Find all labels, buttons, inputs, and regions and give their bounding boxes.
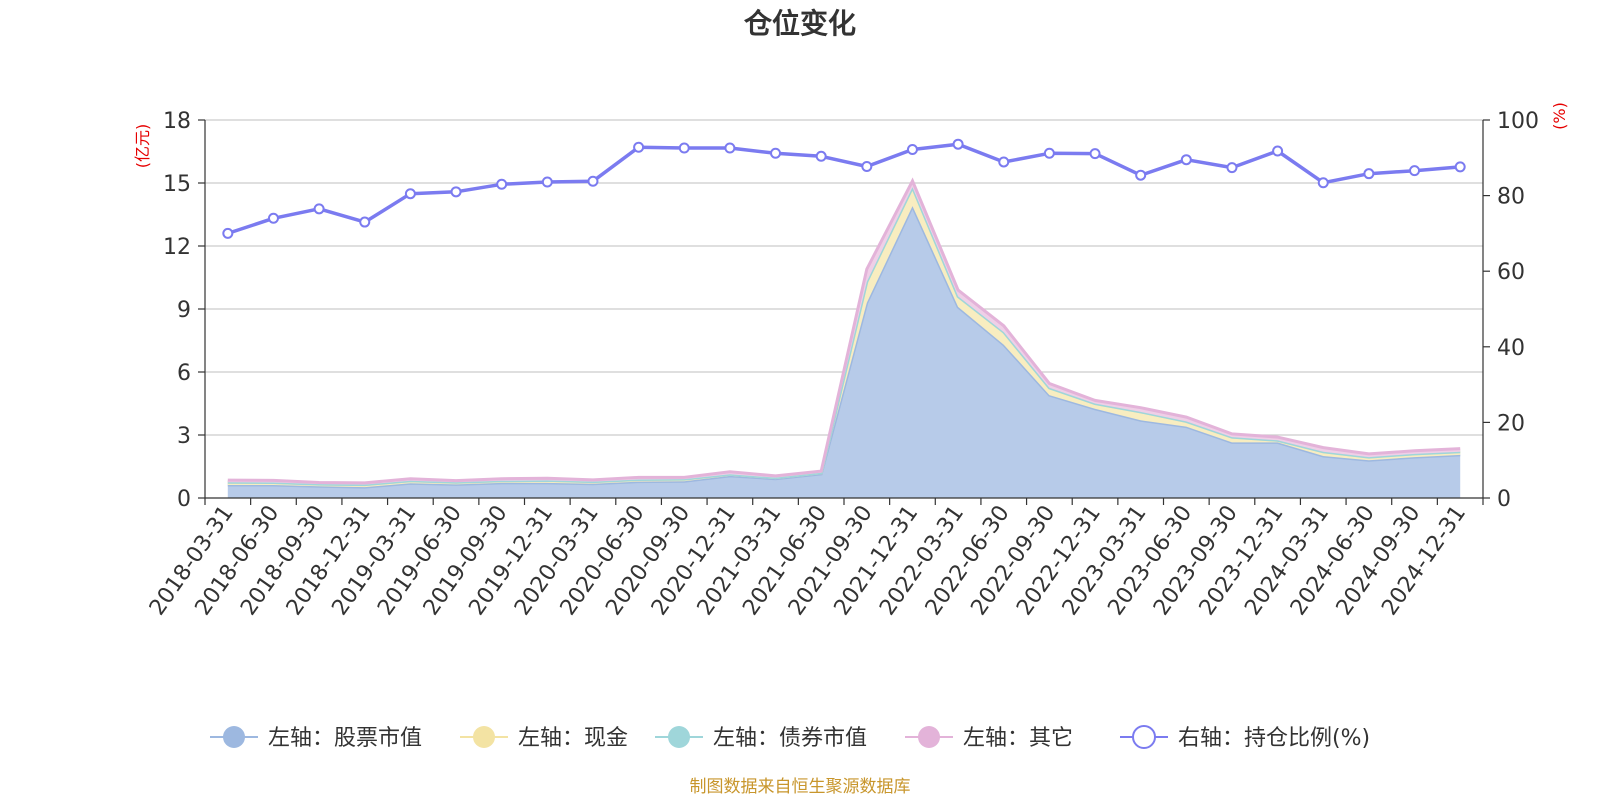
legend-label: 左轴：股票市值	[268, 726, 422, 751]
ratio-point	[450, 186, 462, 198]
legend-marker	[1132, 725, 1156, 749]
legend-label: 右轴：持仓比例(%)	[1178, 726, 1370, 751]
left-tick-label: 12	[163, 235, 191, 260]
right-tick-label: 60	[1497, 260, 1525, 285]
ratio-line	[227, 142, 1461, 236]
ratio-point	[1454, 161, 1466, 173]
ratio-point	[359, 216, 371, 228]
left-axis-unit: (亿元)	[133, 124, 152, 169]
legend-item: 右轴：持仓比例(%)	[1120, 725, 1370, 751]
ratio-point	[1226, 162, 1238, 174]
ratio-point	[267, 212, 279, 224]
ratio-point	[1317, 177, 1329, 189]
legend-marker	[223, 726, 245, 748]
source-note: 制图数据来自恒生聚源数据库	[690, 777, 911, 797]
ratio-point	[1363, 168, 1375, 180]
legend-marker	[918, 726, 940, 748]
legend-marker	[473, 726, 495, 748]
ratio-point	[1409, 165, 1421, 177]
ratio-point	[1043, 147, 1055, 159]
legend-item: 左轴：债券市值	[655, 726, 867, 751]
ratio-point	[952, 138, 964, 150]
left-tick-label: 9	[177, 298, 191, 323]
right-tick-label: 80	[1497, 185, 1525, 210]
right-tick-label: 40	[1497, 336, 1525, 361]
area-layers	[227, 177, 1461, 498]
legend-marker	[668, 726, 690, 748]
area-series-1	[227, 187, 1461, 488]
chart-title: 仓位变化	[744, 7, 856, 40]
left-tick-label: 3	[177, 424, 191, 449]
ratio-point	[861, 160, 873, 172]
ratio-point	[1180, 154, 1192, 166]
left-tick-label: 0	[177, 487, 191, 512]
area-series-0	[227, 206, 1461, 498]
ratio-point	[633, 141, 645, 153]
ratio-point	[1135, 169, 1147, 181]
ratio-line-layer	[222, 138, 1466, 239]
legend-label: 左轴：现金	[518, 726, 628, 751]
legend: 左轴：股票市值 左轴：现金 左轴：债券市值 左轴：其它 右轴：持仓比例(%)	[210, 725, 1370, 751]
legend-item: 左轴：股票市值	[210, 726, 422, 751]
right-tick-label: 20	[1497, 411, 1525, 436]
gridlines	[205, 119, 1483, 436]
ratio-point	[998, 156, 1010, 168]
ratio-point	[770, 147, 782, 159]
left-tick-label: 18	[163, 109, 191, 134]
left-tick-label: 6	[177, 361, 191, 386]
ratio-point	[1089, 148, 1101, 160]
right-tick-label: 100	[1497, 109, 1539, 134]
right-axis-unit: (%)	[1550, 102, 1569, 130]
ratio-point	[496, 178, 508, 190]
ratio-point	[906, 143, 918, 155]
legend-label: 左轴：债券市值	[713, 726, 867, 751]
ratio-point	[815, 150, 827, 162]
ratio-point	[222, 227, 234, 239]
legend-item: 左轴：其它	[905, 726, 1073, 751]
legend-item: 左轴：现金	[460, 726, 628, 751]
area-edge-series-3	[227, 177, 1461, 485]
right-tick-label: 0	[1497, 487, 1511, 512]
ratio-point	[313, 203, 325, 215]
left-tick-label: 15	[163, 172, 191, 197]
ratio-point	[587, 175, 599, 187]
ratio-point	[678, 142, 690, 154]
legend-label: 左轴：其它	[963, 726, 1073, 751]
ratio-point	[1272, 145, 1284, 157]
ratio-point	[541, 176, 553, 188]
ratio-point	[724, 142, 736, 154]
ratio-point	[404, 188, 416, 200]
